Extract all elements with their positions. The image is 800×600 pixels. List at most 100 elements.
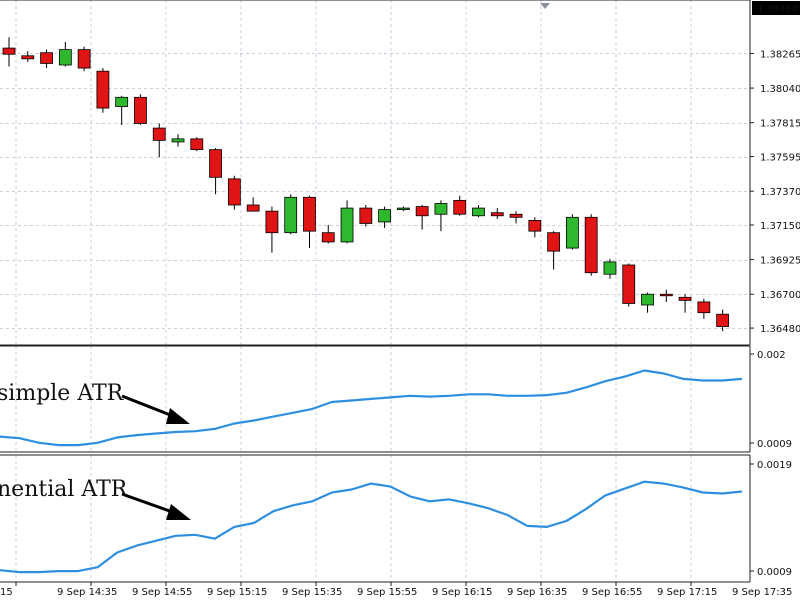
candle	[490, 208, 504, 219]
candle	[303, 195, 316, 249]
candle-body-bearish	[659, 293, 673, 297]
exponential-atr-label: nential ATR	[0, 477, 129, 502]
candle-body-bullish	[396, 207, 410, 211]
candle-body-bearish	[303, 196, 316, 232]
candle	[659, 289, 673, 302]
candle	[509, 211, 523, 224]
candle	[58, 41, 72, 67]
time-tick-label: 9 Sep 15:15	[207, 587, 267, 598]
candle-body-bullish	[603, 261, 617, 275]
candle-body-bearish	[2, 47, 16, 55]
current-price-box	[752, 1, 800, 15]
price-tick-label: 1.36480	[760, 324, 800, 335]
candle-body-bearish	[528, 219, 542, 232]
candle	[359, 205, 373, 227]
candle-body-bearish	[509, 213, 523, 218]
time-tick-label: 9 Sep 17:35	[732, 587, 792, 598]
price-tick-label: 1.37815	[760, 119, 800, 130]
candle-body-bearish	[622, 264, 636, 304]
candle	[209, 148, 222, 195]
atr-line	[0, 369, 743, 447]
indicator-tick-label: 0.002	[757, 350, 786, 361]
candle	[603, 258, 617, 279]
candle-body-bullish	[472, 207, 485, 217]
arrow-head	[166, 504, 191, 520]
price-tick-label: 1.38265	[760, 49, 800, 60]
candle-body-bearish	[359, 207, 373, 224]
candle-body-bearish	[490, 212, 504, 217]
price-tick-label: 1.37595	[760, 153, 800, 164]
candle-body-bearish	[584, 216, 598, 274]
time-tick-label: 9 Sep 17:15	[657, 587, 717, 598]
time-axis: 15 9 Sep 14:35 9 Sep 14:55 9 Sep 15:15 9 Sep…	[0, 582, 792, 598]
candle	[321, 225, 335, 244]
candle	[40, 49, 53, 69]
candle	[171, 134, 185, 147]
candle-body-bullish	[58, 49, 72, 66]
candle	[21, 51, 35, 62]
atr-line	[0, 480, 743, 574]
candle	[678, 294, 692, 313]
time-tick-label: 9 Sep 14:55	[132, 587, 192, 598]
candle	[190, 137, 204, 152]
arrow-head	[166, 408, 190, 424]
candle	[584, 214, 598, 276]
time-tick-label: 9 Sep 15:35	[282, 587, 342, 598]
current-price-tag: 1.38460	[752, 1, 800, 15]
simple-atr-panel: 0.002 0.0009	[0, 345, 792, 453]
candle	[265, 206, 279, 253]
simple-atr-label: simple ATR	[0, 381, 125, 406]
candle	[115, 95, 129, 125]
candle-body-bearish	[415, 206, 429, 217]
candle	[284, 194, 298, 235]
candle-body-bearish	[96, 70, 110, 109]
candle	[396, 206, 410, 212]
candle	[472, 205, 485, 218]
candle	[434, 200, 448, 232]
indicator-tick-label: 0.0009	[757, 567, 792, 578]
price-tick-label: 1.38040	[760, 84, 800, 95]
candle-body-bullish	[284, 196, 298, 234]
candle	[134, 94, 147, 125]
plot-area	[0, 0, 750, 345]
indicator-tick-label: 0.0009	[757, 439, 792, 450]
time-tick-label: 9 Sep 16:55	[582, 587, 642, 598]
candle	[227, 175, 241, 210]
exponential-atr-panel: 0.0019 0.0009	[0, 454, 792, 583]
simple-atr-arrow	[121, 394, 190, 424]
time-tick-label: 9 Sep 16:15	[432, 587, 492, 598]
price-tick-label: 1.36700	[760, 290, 800, 301]
time-tick-label: 9 Sep 14:35	[57, 587, 117, 598]
candle-body-bearish	[716, 313, 730, 327]
candle	[697, 298, 711, 319]
candle-body-bearish	[134, 96, 147, 124]
time-tick-label: 15	[0, 587, 13, 598]
candle	[547, 231, 561, 270]
time-tick-label: 9 Sep 16:35	[507, 587, 567, 598]
candle	[622, 263, 636, 307]
candle-body-bearish	[678, 296, 692, 301]
candle-body-bullish	[115, 96, 129, 107]
indicator-tick-label: 0.0019	[757, 460, 792, 471]
candle	[77, 46, 91, 72]
candle	[415, 205, 429, 230]
candle-body-bearish	[190, 138, 204, 151]
candle	[246, 197, 260, 212]
price-tick-label: 1.37370	[760, 187, 800, 198]
arrow-shaft	[121, 492, 179, 516]
candle-body-bullish	[434, 203, 448, 215]
candle-body-bullish	[171, 138, 185, 143]
candle	[641, 292, 654, 313]
time-tick-label: 9 Sep 15:55	[357, 587, 417, 598]
price-panel: 1.38265 1.38040 1.37815 1.37595 1.37370 1.371…	[0, 0, 800, 346]
candle	[2, 37, 16, 67]
candle-body-bearish	[697, 301, 711, 314]
candle-body-bullish	[378, 209, 392, 223]
exponential-atr-arrow	[121, 492, 191, 520]
candle	[378, 206, 392, 229]
candle	[453, 195, 467, 216]
candle-body-bearish	[21, 55, 35, 60]
price-tick-label: 1.36925	[760, 256, 800, 267]
candle-body-bearish	[453, 199, 467, 215]
